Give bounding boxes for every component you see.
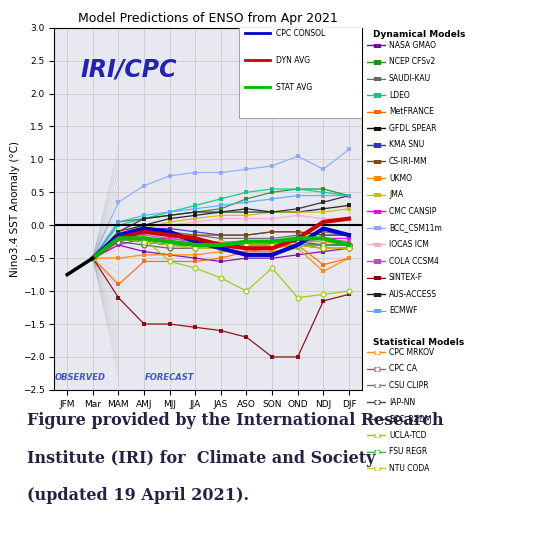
Text: COLA CCSM4: COLA CCSM4 (389, 257, 439, 265)
Text: ECMWF: ECMWF (389, 306, 417, 315)
Text: CPC CONSOL: CPC CONSOL (276, 29, 325, 38)
Text: (updated 19 April 2021).: (updated 19 April 2021). (27, 487, 249, 504)
Text: OBSERVED: OBSERVED (54, 373, 106, 382)
Text: SAUDI-KAU: SAUDI-KAU (389, 74, 431, 83)
Text: SINTEX-F: SINTEX-F (389, 273, 423, 282)
Text: CMC CANSIP: CMC CANSIP (389, 207, 436, 216)
Text: DYN AVG: DYN AVG (276, 56, 310, 65)
Text: Institute (IRI) for  Climate and Society: Institute (IRI) for Climate and Society (27, 450, 375, 467)
Bar (239, 24, 362, 118)
Text: Figure provided by the International Research: Figure provided by the International Res… (27, 412, 444, 429)
Text: FORECAST: FORECAST (145, 373, 194, 382)
Y-axis label: Nino3.4 SST Anomaly (°C): Nino3.4 SST Anomaly (°C) (10, 141, 20, 276)
Text: JMA: JMA (389, 190, 403, 199)
Text: FSU REGR: FSU REGR (389, 447, 427, 456)
Text: Statistical Models: Statistical Models (373, 338, 464, 347)
Text: NASA GMAO: NASA GMAO (389, 41, 436, 50)
Text: UCLA-TCD: UCLA-TCD (389, 431, 426, 440)
Text: Dynamical Models: Dynamical Models (373, 30, 465, 39)
Text: CSU CLIPR: CSU CLIPR (389, 381, 429, 390)
Text: LDEO: LDEO (389, 91, 410, 100)
Text: MetFRANCE: MetFRANCE (389, 107, 434, 116)
Text: KMA SNU: KMA SNU (389, 140, 424, 149)
Text: AUS-ACCESS: AUS-ACCESS (389, 290, 437, 299)
Text: CS-IRI-MM: CS-IRI-MM (389, 157, 428, 166)
Text: NCEP CFSv2: NCEP CFSv2 (389, 58, 435, 66)
Text: CPC CA: CPC CA (389, 364, 417, 373)
Text: CPC MRKOV: CPC MRKOV (389, 348, 434, 357)
Text: IRI/CPC: IRI/CPC (80, 58, 176, 81)
Text: IOCAS ICM: IOCAS ICM (389, 240, 429, 249)
Text: GFDL SPEAR: GFDL SPEAR (389, 124, 436, 133)
Text: STAT AVG: STAT AVG (276, 83, 312, 92)
Text: BCC_RZDM: BCC_RZDM (389, 414, 431, 423)
Title: Model Predictions of ENSO from Apr 2021: Model Predictions of ENSO from Apr 2021 (78, 12, 338, 25)
Text: UKMO: UKMO (389, 174, 412, 182)
Text: NTU CODA: NTU CODA (389, 464, 429, 473)
Text: BCC_CSM11m: BCC_CSM11m (389, 223, 442, 232)
Text: IAP-NN: IAP-NN (389, 398, 415, 406)
